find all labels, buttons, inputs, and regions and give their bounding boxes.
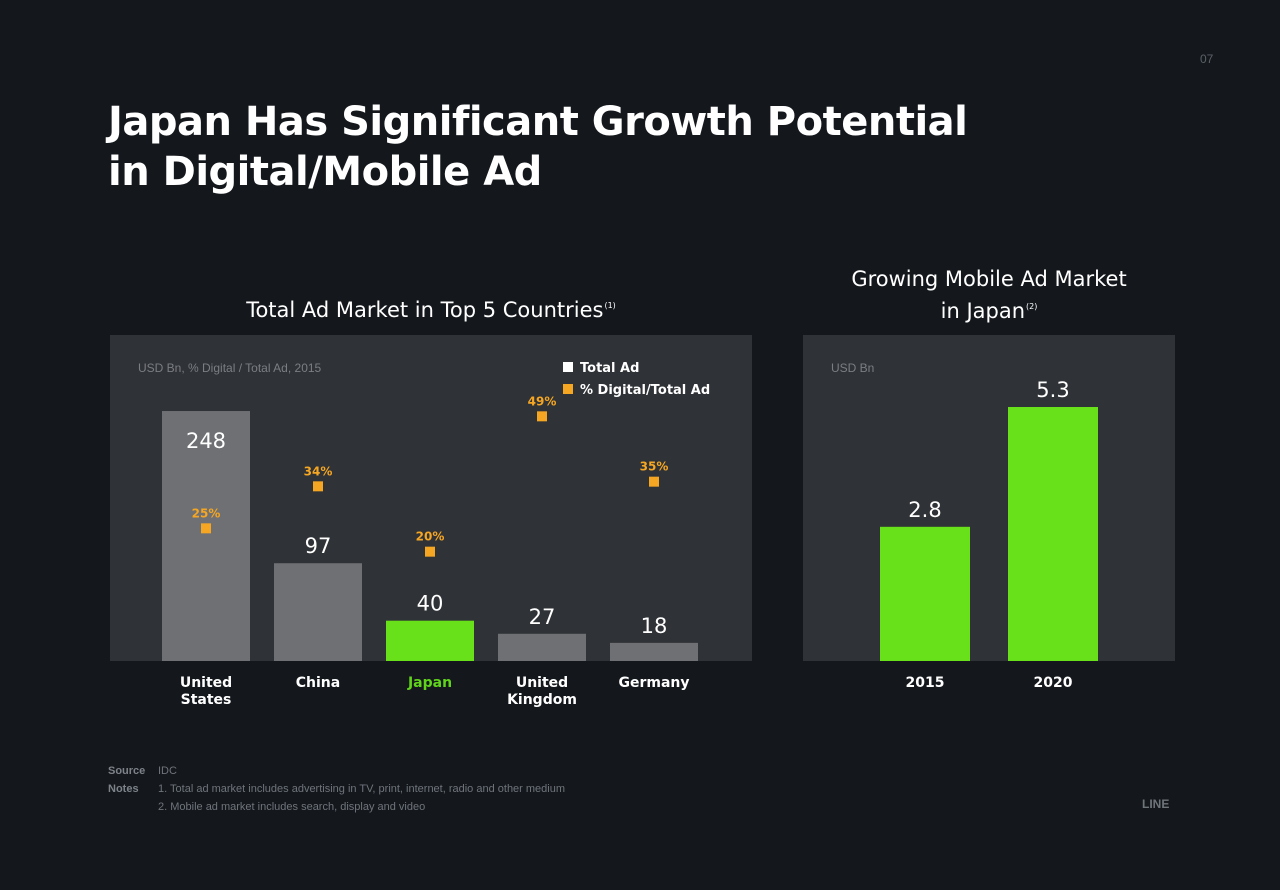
chart1-title: Total Ad Market in Top 5 Countries(1) xyxy=(110,292,752,324)
legend-total-ad-swatch xyxy=(563,362,573,372)
chart1-title-text: Total Ad Market in Top 5 Countries xyxy=(246,298,604,322)
chart1-category-group: 40 20% xyxy=(386,530,474,661)
digital-share-marker xyxy=(313,481,323,492)
chart1-category-label: Kingdom xyxy=(507,692,577,708)
brand-logo: LINE xyxy=(1142,797,1170,811)
total-ad-value-label: 248 xyxy=(186,429,226,453)
total-ad-value-label: 40 xyxy=(417,592,444,616)
total-ad-value-label: 97 xyxy=(305,534,332,558)
page-title-line-2: in Digital/Mobile Ad xyxy=(108,149,542,195)
total-ad-value-label: 27 xyxy=(529,605,556,629)
notes-row-2: 2. Mobile ad market includes search, dis… xyxy=(108,798,565,816)
page-number: 07 xyxy=(1200,52,1214,66)
total-ad-bar xyxy=(274,563,362,661)
chart2-category-group: 5.3 xyxy=(1008,378,1098,661)
mobile-ad-bar xyxy=(1008,407,1098,661)
total-ad-market-chart: USD Bn, % Digital / Total Ad, 2015 Total … xyxy=(110,335,752,708)
chart1-category-label: China xyxy=(296,675,340,691)
source-label: Source xyxy=(108,765,146,777)
chart1-category-label: Japan xyxy=(407,675,452,691)
digital-share-label: 20% xyxy=(416,530,445,544)
chart1-unit-label: USD Bn, % Digital / Total Ad, 2015 xyxy=(138,361,322,375)
chart1-category-label: United xyxy=(180,675,232,691)
chart2-title: Growing Mobile Ad Market in Japan(2) xyxy=(803,266,1175,325)
total-ad-bar xyxy=(498,633,586,661)
chart2-panel xyxy=(803,335,1175,661)
chart1-category-group: 27 49% xyxy=(498,394,586,661)
chart1-title-note: (1) xyxy=(604,301,616,310)
legend-digital-label: % Digital/Total Ad xyxy=(580,383,710,398)
chart2-title-line-2: in Japan(2) xyxy=(803,293,1175,325)
digital-share-marker xyxy=(537,411,547,422)
mobile-ad-value-label: 5.3 xyxy=(1036,378,1069,402)
chart1-category-group: 248 25% xyxy=(162,411,250,661)
chart1-category-label: Germany xyxy=(618,675,689,691)
legend-digital-swatch xyxy=(563,384,573,394)
digital-share-label: 49% xyxy=(528,394,557,408)
page-title: Japan Has Significant Growth Potential i… xyxy=(108,97,1088,197)
chart2-title-note: (2) xyxy=(1026,302,1038,311)
chart2-category-group: 2.8 xyxy=(880,498,970,661)
digital-share-marker xyxy=(649,476,659,487)
chart1-legend: Total Ad % Digital/Total Ad xyxy=(563,361,710,398)
total-ad-bar xyxy=(162,411,250,661)
mobile-ad-bar xyxy=(880,526,970,661)
total-ad-bar xyxy=(610,642,698,661)
mobile-ad-market-chart: USD Bn 2.8 2015 5.3 2020 xyxy=(803,335,1175,691)
digital-share-marker xyxy=(425,546,435,557)
digital-share-label: 34% xyxy=(304,464,333,478)
chart2-unit-label: USD Bn xyxy=(831,361,874,375)
digital-share-marker xyxy=(201,523,211,534)
chart2-category-label: 2015 xyxy=(906,675,945,691)
source-row: Source IDC xyxy=(108,762,565,780)
digital-share-label: 25% xyxy=(192,506,221,520)
source-text: IDC xyxy=(158,765,177,777)
notes-row: Notes 1. Total ad market includes advert… xyxy=(108,780,565,798)
note-1: 1. Total ad market includes advertising … xyxy=(158,783,566,795)
legend-total-ad-label: Total Ad xyxy=(580,361,639,376)
chart1-category-group: 97 34% xyxy=(274,464,362,661)
total-ad-value-label: 18 xyxy=(641,614,668,638)
total-ad-bar xyxy=(386,620,474,661)
mobile-ad-value-label: 2.8 xyxy=(908,498,941,522)
digital-share-label: 35% xyxy=(640,460,669,474)
note-2: 2. Mobile ad market includes search, dis… xyxy=(158,801,426,813)
footer-notes: Source IDC Notes 1. Total ad market incl… xyxy=(108,762,565,816)
chart1-category-group: 18 35% xyxy=(610,460,698,661)
chart1-category-label: United xyxy=(516,675,568,691)
chart2-title-line-2-text: in Japan xyxy=(940,299,1026,323)
chart2-category-label: 2020 xyxy=(1034,675,1073,691)
page-title-line-1: Japan Has Significant Growth Potential xyxy=(108,99,968,145)
chart1-category-label: States xyxy=(181,692,232,708)
notes-label: Notes xyxy=(108,783,139,795)
chart2-title-line-1: Growing Mobile Ad Market xyxy=(851,267,1127,291)
